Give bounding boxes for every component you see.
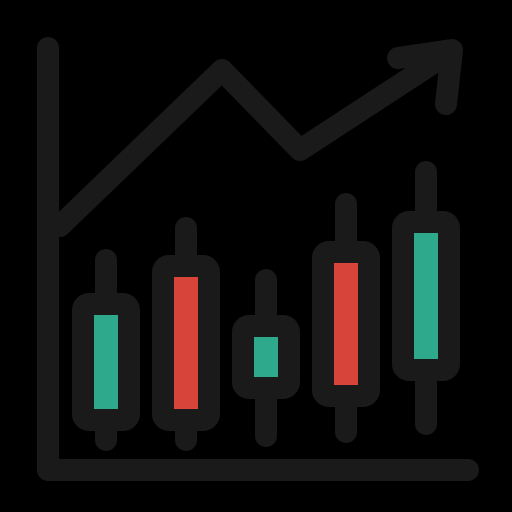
- candlestick-chart-icon: [0, 0, 512, 512]
- candle-body: [163, 266, 209, 420]
- candle-body: [403, 222, 449, 370]
- candle-body: [323, 252, 369, 396]
- candle-body: [83, 304, 129, 420]
- candle-body: [243, 326, 289, 388]
- trend-line: [60, 52, 450, 226]
